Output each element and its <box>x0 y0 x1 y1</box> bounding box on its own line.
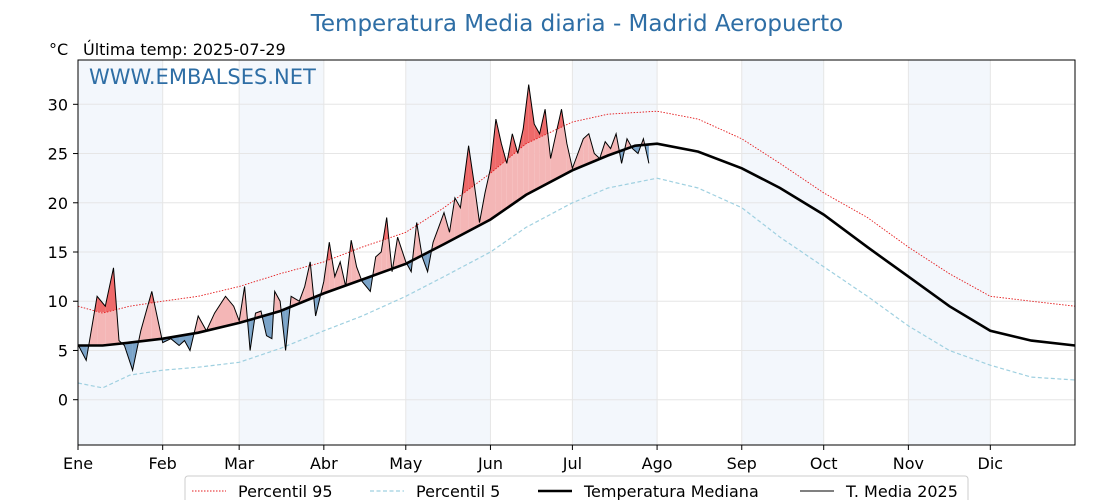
fill-above-median <box>454 197 461 239</box>
x-tick-label: May <box>389 454 422 473</box>
fill-above-median <box>444 212 450 245</box>
fill-above-median <box>214 296 226 329</box>
fill-above-median <box>610 133 617 155</box>
fill-above-median <box>550 133 556 182</box>
fill-above-median <box>304 261 311 302</box>
fill-below-median <box>179 335 185 346</box>
fill-below-median <box>184 334 190 351</box>
fill-above-median <box>334 261 341 290</box>
y-tick-label: 15 <box>48 243 68 262</box>
fill-above-p95 <box>534 124 540 140</box>
fill-above-p95 <box>528 84 535 143</box>
y-tick-label: 10 <box>48 292 68 311</box>
x-tick-label: Jun <box>477 454 503 473</box>
series-line-t-media-2025 <box>77 84 650 373</box>
series-line-temperatura-mediana <box>78 142 1076 347</box>
watermark: WWW.EMBALSES.NET <box>89 65 316 89</box>
x-tick-label: Abr <box>310 454 338 473</box>
x-tick-label: Ene <box>63 454 93 473</box>
fill-below-median <box>362 276 371 292</box>
fill-above-median <box>351 240 357 284</box>
unit-label: °C <box>49 40 68 59</box>
legend-label-p5: Percentil 5 <box>416 482 500 500</box>
legend-box <box>184 475 969 500</box>
y-axis-ticks: 0 5 10 15 20 25 30 <box>48 95 78 410</box>
y-tick-label: 5 <box>58 341 68 360</box>
fill-above-p95 <box>495 119 502 169</box>
fill-above-p95 <box>523 84 529 146</box>
series-lines <box>77 84 1076 389</box>
fill-above-median <box>485 168 491 223</box>
last-temp-label: Última temp: 2025-07-29 <box>83 40 286 59</box>
deviation-fills <box>78 84 649 371</box>
x-tick-label: Oct <box>810 454 838 473</box>
y-tick-label: 20 <box>48 194 68 213</box>
x-tick-label: Mar <box>224 454 255 473</box>
legend: Percentil 95 Percentil 5 Temperatura Med… <box>184 475 969 500</box>
y-tick-label: 25 <box>48 145 68 164</box>
x-tick-label: Feb <box>149 454 177 473</box>
x-tick-label: Jul <box>562 454 582 473</box>
series-line-percentil-5 <box>77 177 1076 389</box>
legend-label-current: T. Media 2025 <box>845 482 958 500</box>
y-tick-label: 30 <box>48 95 68 114</box>
fill-below-median <box>170 335 180 346</box>
series-line-percentil-95 <box>77 110 1076 314</box>
fill-above-p95 <box>97 296 106 313</box>
fill-above-median <box>605 141 611 157</box>
fill-above-median <box>140 291 152 342</box>
chart-title: Temperatura Media diaria - Madrid Aeropu… <box>310 11 843 37</box>
fill-above-median <box>577 138 584 168</box>
x-tick-label: Dic <box>978 454 1004 473</box>
fill-above-median <box>438 212 444 247</box>
legend-label-median: Temperatura Mediana <box>583 482 759 500</box>
fill-above-median <box>274 291 281 313</box>
fill-above-median <box>433 227 439 250</box>
fill-above-median <box>534 124 540 191</box>
y-tick-label: 0 <box>58 391 68 410</box>
fill-below-median <box>266 313 272 339</box>
x-tick-label: Sep <box>727 454 757 473</box>
x-tick-label: Nov <box>893 454 924 473</box>
x-tick-label: Ago <box>642 454 673 473</box>
x-axis-ticks: Ene Feb Mar Abr May Jun Jul Ago Sep Oct Nov Dic <box>63 445 1003 473</box>
fill-above-median <box>583 133 589 166</box>
legend-label-p95: Percentil 95 <box>238 482 333 500</box>
fill-above-median <box>375 252 382 275</box>
fill-above-median <box>588 133 595 164</box>
